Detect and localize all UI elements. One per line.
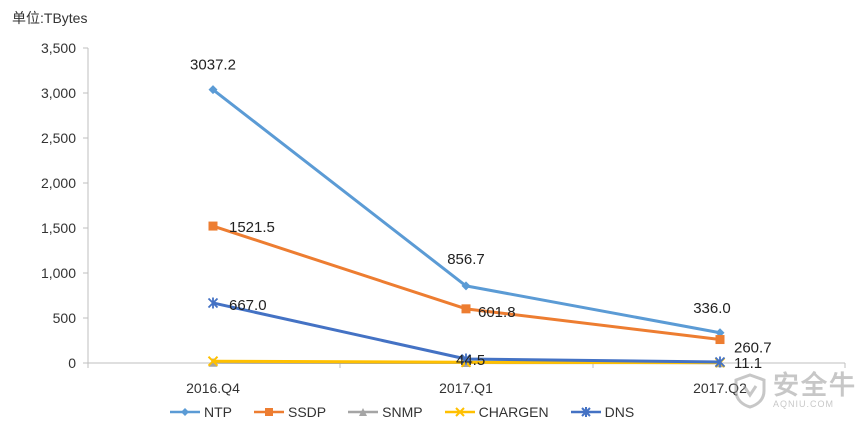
legend-label-snmp: SNMP xyxy=(382,404,423,420)
series-line-ntp xyxy=(212,88,721,335)
data-label-ssdp: 260.7 xyxy=(734,340,772,357)
data-point-ntp xyxy=(208,85,218,95)
data-label-ntp: 336.0 xyxy=(693,300,731,317)
data-point-ssdp xyxy=(715,335,725,345)
legend-item-ssdp: SSDP xyxy=(254,404,326,420)
y-tick-label: 3,500 xyxy=(41,40,76,56)
data-label-ntp: 856.7 xyxy=(447,251,485,268)
legend-label-ssdp: SSDP xyxy=(288,404,327,420)
watermark: 安全牛 AQNIU.COM xyxy=(733,372,857,409)
chart-legend: NTP SSDP SNMP CHARGEN DNS xyxy=(170,404,634,420)
data-label-dns: 11.1 xyxy=(734,355,762,372)
data-point-chargen xyxy=(207,355,219,367)
y-tick-label: 3,000 xyxy=(41,85,76,101)
data-point-ssdp xyxy=(461,304,471,314)
x-tick-label: 2017.Q2 xyxy=(693,380,747,396)
legend-marker-snmp xyxy=(348,408,379,416)
data-label-dns: 667.0 xyxy=(229,297,267,314)
legend-marker-ssdp xyxy=(254,408,284,416)
data-point-dns xyxy=(207,297,219,309)
y-tick-label: 1,000 xyxy=(41,265,76,281)
legend-label-ntp: NTP xyxy=(204,404,232,420)
y-tick-label: 0 xyxy=(68,355,76,371)
data-point-ntp xyxy=(715,328,725,338)
data-point-ntp xyxy=(461,281,471,291)
unit-label: 单位:TBytes xyxy=(12,10,88,26)
line-chart: 0 500 1,000 1,500 2,000 2,500 3,000 3,500 2016.Q… xyxy=(41,40,846,396)
legend-marker-ntp xyxy=(170,408,200,416)
shield-icon xyxy=(734,372,766,409)
y-tick-label: 2,500 xyxy=(41,130,76,146)
legend-item-chargen: CHARGEN xyxy=(444,404,549,420)
x-tick-label: 2016.Q4 xyxy=(186,380,240,396)
legend-label-chargen: CHARGEN xyxy=(478,404,549,420)
legend-item-dns: DNS xyxy=(570,404,635,420)
y-tick-label: 500 xyxy=(53,310,77,326)
x-tick-label: 2017.Q1 xyxy=(439,380,493,396)
y-tick-label: 2,000 xyxy=(41,175,76,191)
data-label-ntp: 3037.2 xyxy=(190,57,236,74)
watermark-en: AQNIU.COM xyxy=(772,399,834,409)
data-point-dns xyxy=(714,356,726,368)
y-tick-label: 1,500 xyxy=(41,220,76,236)
data-label-ssdp: 1521.5 xyxy=(229,219,275,236)
data-point-ssdp xyxy=(208,221,218,231)
data-label-dns: 44.5 xyxy=(456,352,485,369)
watermark-cn: 安全牛 xyxy=(772,370,857,400)
legend-item-ntp: NTP xyxy=(170,404,232,420)
data-label-ssdp: 601.8 xyxy=(478,304,516,321)
legend-label-dns: DNS xyxy=(604,404,635,420)
data-point-dns xyxy=(460,353,472,365)
legend-marker-dns xyxy=(570,407,601,417)
legend-marker-chargen xyxy=(444,407,475,417)
legend-item-snmp: SNMP xyxy=(348,404,423,420)
